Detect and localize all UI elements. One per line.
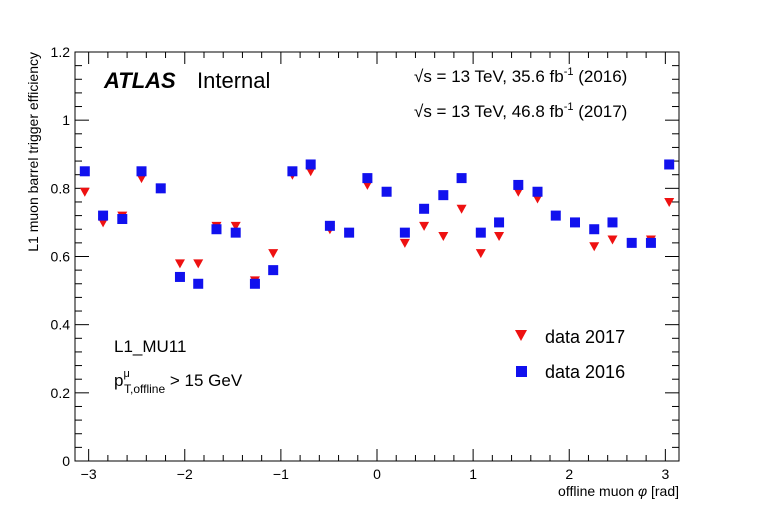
lumi-2017-text: √s = 13 TeV, 46.8 fb-1 (2017) <box>414 101 627 121</box>
point-2016 <box>399 227 410 238</box>
point-2016 <box>532 186 543 197</box>
point-2016 <box>645 237 656 248</box>
point-2017 <box>79 187 90 197</box>
lumi-2017-year: (2017) <box>573 102 627 121</box>
axis-tick-labels: −3 −2 −1 0 1 2 3 0 0.2 0.4 0.6 0.8 1 1.2 <box>51 44 670 482</box>
y-axis-title: L1 muon barrel trigger efficiency <box>25 52 41 252</box>
point-2016 <box>98 210 109 221</box>
y-tick-label: 0.8 <box>51 180 71 196</box>
x-axis-title-symbol: φ <box>638 483 647 499</box>
point-2016 <box>362 173 373 184</box>
point-2016 <box>494 217 505 228</box>
point-2016 <box>626 237 637 248</box>
point-2017 <box>399 238 410 248</box>
x-tick-label: 2 <box>565 466 573 482</box>
point-2017 <box>136 174 147 184</box>
lumi-2016-text: √s = 13 TeV, 35.6 fb-1 (2016) <box>414 66 627 86</box>
point-2016 <box>136 166 147 177</box>
internal-label: Internal <box>197 68 270 93</box>
y-tick-label: 0 <box>62 453 70 469</box>
pt-cut-sub: T,offline <box>124 382 165 396</box>
atlas-label: ATLAS <box>103 68 176 93</box>
point-2017 <box>494 232 505 242</box>
point-2017 <box>438 232 449 242</box>
trigger-label: L1_MU11 <box>114 337 186 356</box>
point-2017 <box>589 242 600 252</box>
point-2016 <box>249 278 260 289</box>
point-2017 <box>193 259 204 269</box>
point-2016 <box>664 159 675 170</box>
point-2016 <box>117 214 128 225</box>
point-2017 <box>268 249 279 259</box>
lumi-2016-year: (2016) <box>573 67 627 86</box>
data-points <box>79 159 675 289</box>
point-2017 <box>362 180 373 190</box>
y-tick-label: 1.2 <box>51 44 71 60</box>
x-tick-label: 0 <box>373 466 381 482</box>
point-2017 <box>532 194 543 204</box>
point-2016 <box>79 166 90 177</box>
point-2016 <box>550 210 561 221</box>
point-2016 <box>589 224 600 235</box>
point-2016 <box>344 227 355 238</box>
x-axis-title: offline muon φ [rad] <box>558 483 679 499</box>
legend: data 2017 data 2016 <box>515 327 625 382</box>
point-2016 <box>287 166 298 177</box>
lumi-2016-main: √s = 13 TeV, 35.6 fb <box>414 67 564 86</box>
point-2016 <box>570 217 581 228</box>
point-2016 <box>513 179 524 190</box>
point-2017 <box>98 218 109 228</box>
lumi-2017-exp: -1 <box>564 101 574 113</box>
point-2016 <box>324 220 335 231</box>
point-2016 <box>211 224 222 235</box>
y-tick-label: 0.6 <box>51 249 71 265</box>
point-2016 <box>438 190 449 201</box>
legend-marker-2016 <box>516 366 527 377</box>
x-tick-label: −3 <box>81 466 97 482</box>
point-2017 <box>174 259 185 269</box>
point-2016 <box>419 203 430 214</box>
pt-cut-label: pμ T,offline > 15 GeV <box>114 368 243 396</box>
x-tick-label: 3 <box>661 466 669 482</box>
x-axis-title-prefix: offline muon <box>558 483 638 499</box>
point-2017 <box>607 235 618 245</box>
y-tick-label: 0.2 <box>51 385 71 401</box>
x-axis-title-unit: [rad] <box>647 483 679 499</box>
pt-cut-sup: μ <box>123 368 129 380</box>
point-2016 <box>607 217 618 228</box>
y-tick-label: 1 <box>62 112 70 128</box>
y-tick-label: 0.4 <box>51 317 71 333</box>
lumi-2016-exp: -1 <box>564 66 574 78</box>
point-2016 <box>193 278 204 289</box>
point-2017 <box>664 197 675 207</box>
point-2017 <box>230 221 241 231</box>
point-2017 <box>419 221 430 231</box>
pt-cut-value: > 15 GeV <box>165 371 243 390</box>
point-2016 <box>155 183 166 194</box>
x-tick-label: 1 <box>469 466 477 482</box>
point-2016 <box>456 173 467 184</box>
pt-cut-p: p <box>114 371 123 390</box>
x-tick-label: −1 <box>273 466 289 482</box>
point-2016 <box>174 271 185 282</box>
point-2016 <box>230 227 241 238</box>
legend-marker-2017 <box>515 330 527 341</box>
point-2016 <box>305 159 316 170</box>
point-2017 <box>513 187 524 197</box>
point-2017 <box>305 167 316 177</box>
lumi-2017-main: √s = 13 TeV, 46.8 fb <box>414 102 564 121</box>
x-tick-label: −2 <box>177 466 193 482</box>
point-2016 <box>268 265 279 276</box>
axis-ticks <box>75 51 679 462</box>
point-2016 <box>381 186 392 197</box>
legend-label-2016: data 2016 <box>545 362 625 382</box>
point-2017 <box>475 249 486 259</box>
legend-label-2017: data 2017 <box>545 327 625 347</box>
point-2017 <box>456 204 467 214</box>
point-2016 <box>475 227 486 238</box>
